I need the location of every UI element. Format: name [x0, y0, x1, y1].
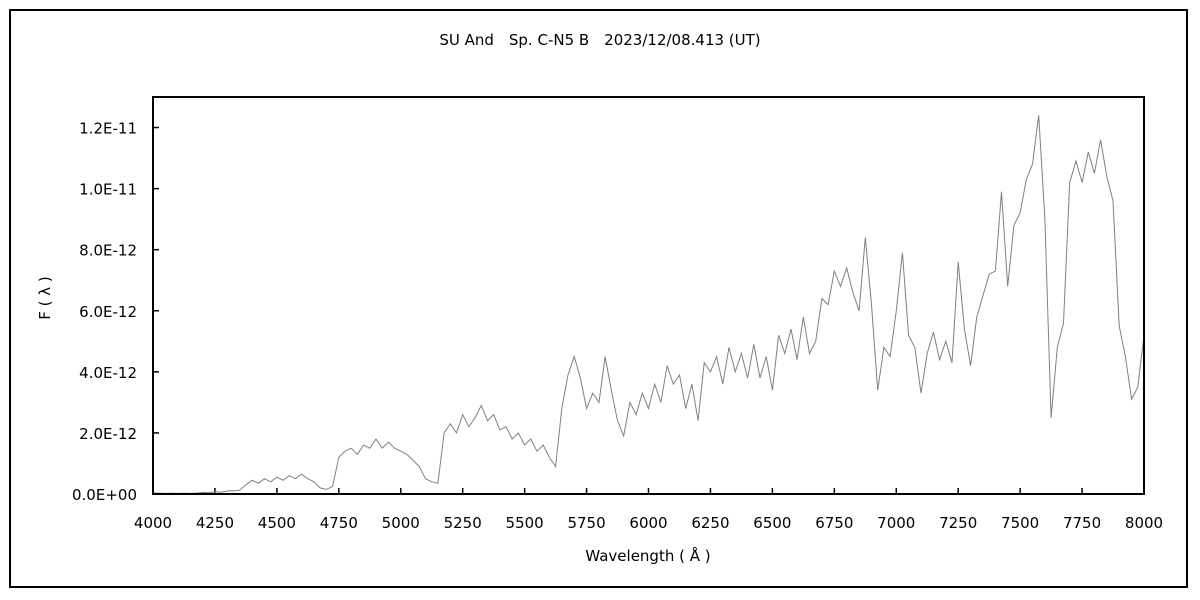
x-tick-label: 5500	[506, 514, 544, 532]
y-tick-label: 6.0E-12	[79, 303, 137, 321]
spectrum-line	[153, 115, 1145, 494]
x-axis-label: Wavelength ( Å )	[585, 546, 710, 565]
y-tick-label: 4.0E-12	[79, 364, 137, 382]
x-tick-label: 7000	[877, 514, 915, 532]
chart-frame	[9, 9, 1188, 588]
y-tick-label: 2.0E-12	[79, 425, 137, 443]
x-tick-label: 4500	[258, 514, 296, 532]
x-tick-label: 4000	[134, 514, 172, 532]
y-tick-label: 1.0E-11	[79, 181, 137, 199]
y-tick-label: 8.0E-12	[79, 242, 137, 260]
x-tick-label: 4750	[320, 514, 358, 532]
x-tick-label: 6500	[753, 514, 791, 532]
y-tick-label: 1.2E-11	[79, 120, 137, 138]
x-tick-label: 5750	[567, 514, 605, 532]
x-tick-label: 6000	[629, 514, 667, 532]
x-tick-label: 7250	[939, 514, 977, 532]
y-tick-label: 0.0E+00	[72, 486, 137, 504]
chart-title: SU And Sp. C-N5 B 2023/12/08.413 (UT)	[439, 31, 760, 49]
x-tick-label: 5000	[382, 514, 420, 532]
x-tick-label: 7500	[1001, 514, 1039, 532]
x-tick-label: 6750	[815, 514, 853, 532]
x-tick-label: 4250	[196, 514, 234, 532]
x-tick-label: 8000	[1125, 514, 1163, 532]
y-axis-label: F ( λ )	[36, 276, 54, 320]
plot-area	[152, 96, 1145, 495]
x-tick-label: 6250	[691, 514, 729, 532]
x-tick-label: 7750	[1063, 514, 1101, 532]
x-tick-label: 5250	[444, 514, 482, 532]
